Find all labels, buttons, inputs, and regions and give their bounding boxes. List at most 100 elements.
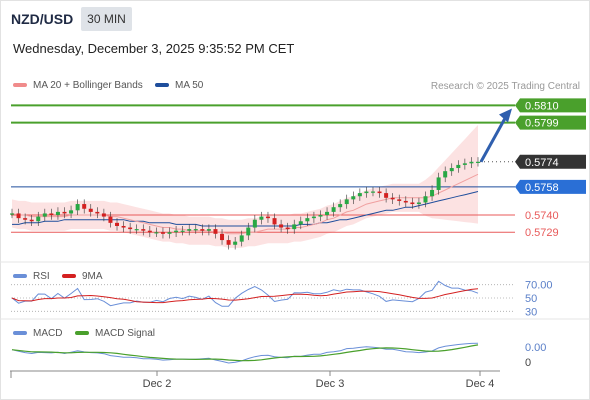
- candle-body: [174, 230, 179, 233]
- legend-ma20: MA 20 + Bollinger Bands: [13, 80, 143, 91]
- candle-body: [206, 229, 211, 231]
- candle-body: [390, 197, 395, 200]
- candle-body: [101, 213, 106, 217]
- candle-body: [476, 161, 480, 163]
- candle-body: [436, 177, 441, 190]
- macd-swatch: [13, 331, 27, 336]
- timeframe-button[interactable]: 30 MIN: [81, 7, 132, 31]
- candle-body: [416, 202, 421, 205]
- x-tick-label: Dec 4: [466, 378, 495, 390]
- candle-body: [311, 216, 316, 219]
- candle-body: [292, 224, 297, 230]
- candle-body: [410, 202, 415, 205]
- bollinger-band: [12, 125, 478, 248]
- candle-body: [95, 211, 100, 214]
- candle-body: [121, 225, 126, 228]
- candle-body: [305, 218, 310, 222]
- candle-body: [128, 227, 133, 230]
- candle-body: [252, 219, 257, 228]
- candle-body: [42, 213, 47, 217]
- candle-body: [226, 240, 231, 245]
- candle-body: [29, 219, 34, 222]
- candle-body: [331, 207, 336, 212]
- candle-body: [279, 224, 284, 228]
- candle-body: [200, 229, 205, 231]
- level-label: 0.5729: [525, 227, 559, 239]
- candle-body: [364, 191, 369, 194]
- candle-body: [377, 191, 382, 194]
- candle-body: [298, 221, 303, 225]
- candle-body: [456, 164, 461, 169]
- pair-title: NZD/USD: [11, 11, 74, 27]
- candle-body: [36, 216, 41, 222]
- candle-body: [423, 196, 428, 203]
- candle-body: [370, 191, 375, 193]
- x-tick-label: Dec 2: [143, 378, 172, 390]
- level-tag-pivot: [515, 179, 586, 194]
- candle-body: [397, 199, 402, 201]
- x-tick-label: Dec 3: [316, 378, 345, 390]
- candle-body: [338, 204, 343, 208]
- candle-body: [265, 216, 270, 219]
- candle-body: [351, 196, 356, 200]
- forecast-arrow-head: [499, 108, 512, 123]
- legend-rsi: RSI: [13, 271, 50, 282]
- candle-body: [449, 168, 454, 172]
- candle-body: [272, 218, 277, 225]
- candle-body: [187, 229, 192, 231]
- level-label: 0.5740: [525, 210, 559, 222]
- candle-body: [82, 204, 87, 209]
- legend-macd-signal: MACD Signal: [75, 328, 155, 339]
- candle-body: [220, 233, 225, 241]
- legend-9ma: 9MA: [62, 271, 103, 282]
- rsi-level-label: 70.00: [525, 280, 553, 292]
- ma50-line: [12, 191, 479, 227]
- level-label: 0.5799: [525, 118, 559, 130]
- legend-ma50-label: MA 50: [175, 80, 204, 91]
- level-tag-resistance: [515, 98, 586, 113]
- candle-body: [160, 232, 165, 234]
- macd-signal-swatch: [75, 331, 89, 336]
- candle-body: [55, 211, 60, 216]
- legend-ma20-label: MA 20 + Bollinger Bands: [33, 80, 143, 91]
- legend-9ma-label: 9MA: [82, 271, 103, 282]
- candle-body: [115, 222, 120, 226]
- candle-body: [239, 235, 244, 242]
- legend-rsi-label: RSI: [33, 271, 50, 282]
- candle-body: [69, 210, 74, 214]
- candle-body: [285, 227, 290, 230]
- candle-body: [134, 229, 139, 231]
- level-tag-last: [515, 154, 586, 169]
- level-label: 0.5810: [525, 100, 559, 112]
- candle-body: [259, 216, 264, 220]
- forecast-arrow: [479, 115, 508, 163]
- candle-body: [23, 218, 28, 220]
- candle-body: [75, 204, 80, 211]
- rsi-level-label: 30: [525, 306, 537, 318]
- level-tag-resistance: [515, 115, 586, 130]
- ma50-swatch: [155, 83, 169, 88]
- candle-body: [193, 229, 198, 231]
- candle-body: [246, 227, 251, 236]
- rsi-9ma-line: [11, 288, 479, 304]
- macd-level-label: 0.00: [525, 342, 546, 354]
- legend-macd-signal-label: MACD Signal: [95, 328, 156, 339]
- candle-body: [430, 189, 435, 197]
- candle-body: [49, 213, 54, 216]
- candle-body: [167, 232, 172, 234]
- candle-body: [443, 171, 448, 178]
- candle-body: [403, 200, 408, 203]
- candle-body: [108, 216, 113, 223]
- rsi-level-label: 50: [525, 293, 537, 305]
- candle-body: [88, 208, 93, 212]
- level-label: 0.5758: [525, 182, 559, 194]
- candle-body: [344, 199, 349, 205]
- candle-body: [180, 230, 185, 232]
- candle-body: [318, 215, 323, 217]
- macd-zero-label: 0: [525, 357, 531, 369]
- legend-macd-label: MACD: [33, 328, 63, 339]
- chart-datetime: Wednesday, December 3, 2025 9:35:52 PM C…: [13, 41, 295, 56]
- candle-body: [233, 241, 238, 245]
- candle-body: [62, 211, 67, 214]
